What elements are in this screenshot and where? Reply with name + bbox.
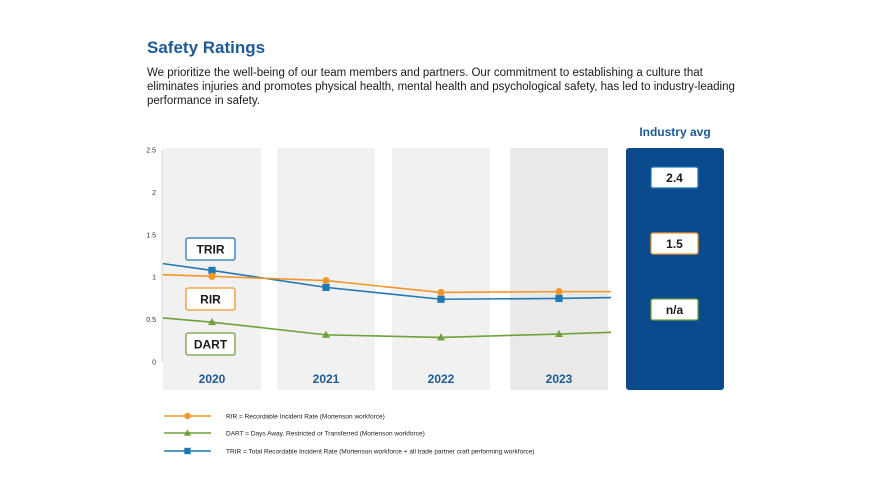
rir-point-2020	[208, 272, 216, 280]
industry-avg-trir-value: 2.4	[666, 171, 683, 185]
y-tick-label: 2.5	[146, 148, 156, 155]
year-band-2023	[510, 148, 608, 390]
industry-avg-rir-value: 1.5	[666, 237, 683, 251]
industry-avg-dart-value: n/a	[666, 303, 684, 317]
industry-avg-title: Industry avg	[639, 125, 710, 139]
dart-label-box	[185, 332, 236, 356]
dart-series-line	[162, 317, 612, 339]
dart-point-2021	[322, 330, 330, 338]
trir-series-line	[162, 262, 612, 301]
page-title: Safety Ratings	[147, 38, 266, 57]
rir-series-line	[162, 273, 611, 294]
industry-avg-rir-box	[650, 232, 699, 255]
trir-point-2020	[208, 266, 216, 275]
legend-rir-text: RIR = Recordable Incident Rate (Mortenso…	[226, 414, 385, 421]
legend-rir-marker	[184, 412, 191, 420]
industry-avg-trir-box	[650, 166, 699, 189]
rir-label-box	[185, 287, 236, 311]
y-tick-label: 0	[152, 360, 156, 367]
trir-point-2022	[437, 295, 445, 303]
legend-trir-marker	[184, 447, 191, 455]
legend-dart-text: DART = Days Away, Restricted or Transfer…	[226, 431, 425, 438]
x-tick-label-2023: 2023	[546, 372, 573, 386]
x-tick-label-2020: 2020	[199, 372, 226, 386]
legend-dart-marker	[183, 429, 192, 436]
x-tick-label-2022: 2022	[428, 372, 455, 386]
rir-point-2022	[437, 288, 445, 297]
legend-trir-text: TRIR = Total Recordable Incident Rate (M…	[226, 449, 534, 456]
dart-label: DART	[194, 338, 228, 352]
year-band-2021	[277, 148, 375, 390]
page-description: We prioritize the well-being of our team…	[147, 67, 735, 107]
rir-point-2021	[322, 276, 330, 285]
x-tick-label-2021: 2021	[313, 372, 340, 386]
rir-point-2023	[555, 288, 563, 296]
trir-label-box	[185, 237, 236, 261]
trir-point-2021	[322, 283, 330, 291]
rir-label: RIR	[200, 293, 221, 307]
y-tick-label: 2	[152, 190, 156, 197]
dart-point-2023	[555, 329, 563, 338]
y-tick-label: 1.5	[146, 232, 156, 239]
year-band-2022	[392, 148, 490, 390]
y-tick-label: 1	[152, 275, 156, 282]
trir-point-2023	[555, 294, 563, 302]
dart-point-2020	[208, 317, 216, 326]
y-tick-label: 0.5	[146, 317, 156, 324]
industry-avg-panel	[626, 148, 724, 390]
dart-point-2022	[437, 333, 445, 341]
trir-label: TRIR	[197, 243, 225, 257]
industry-avg-dart-box	[650, 298, 699, 321]
